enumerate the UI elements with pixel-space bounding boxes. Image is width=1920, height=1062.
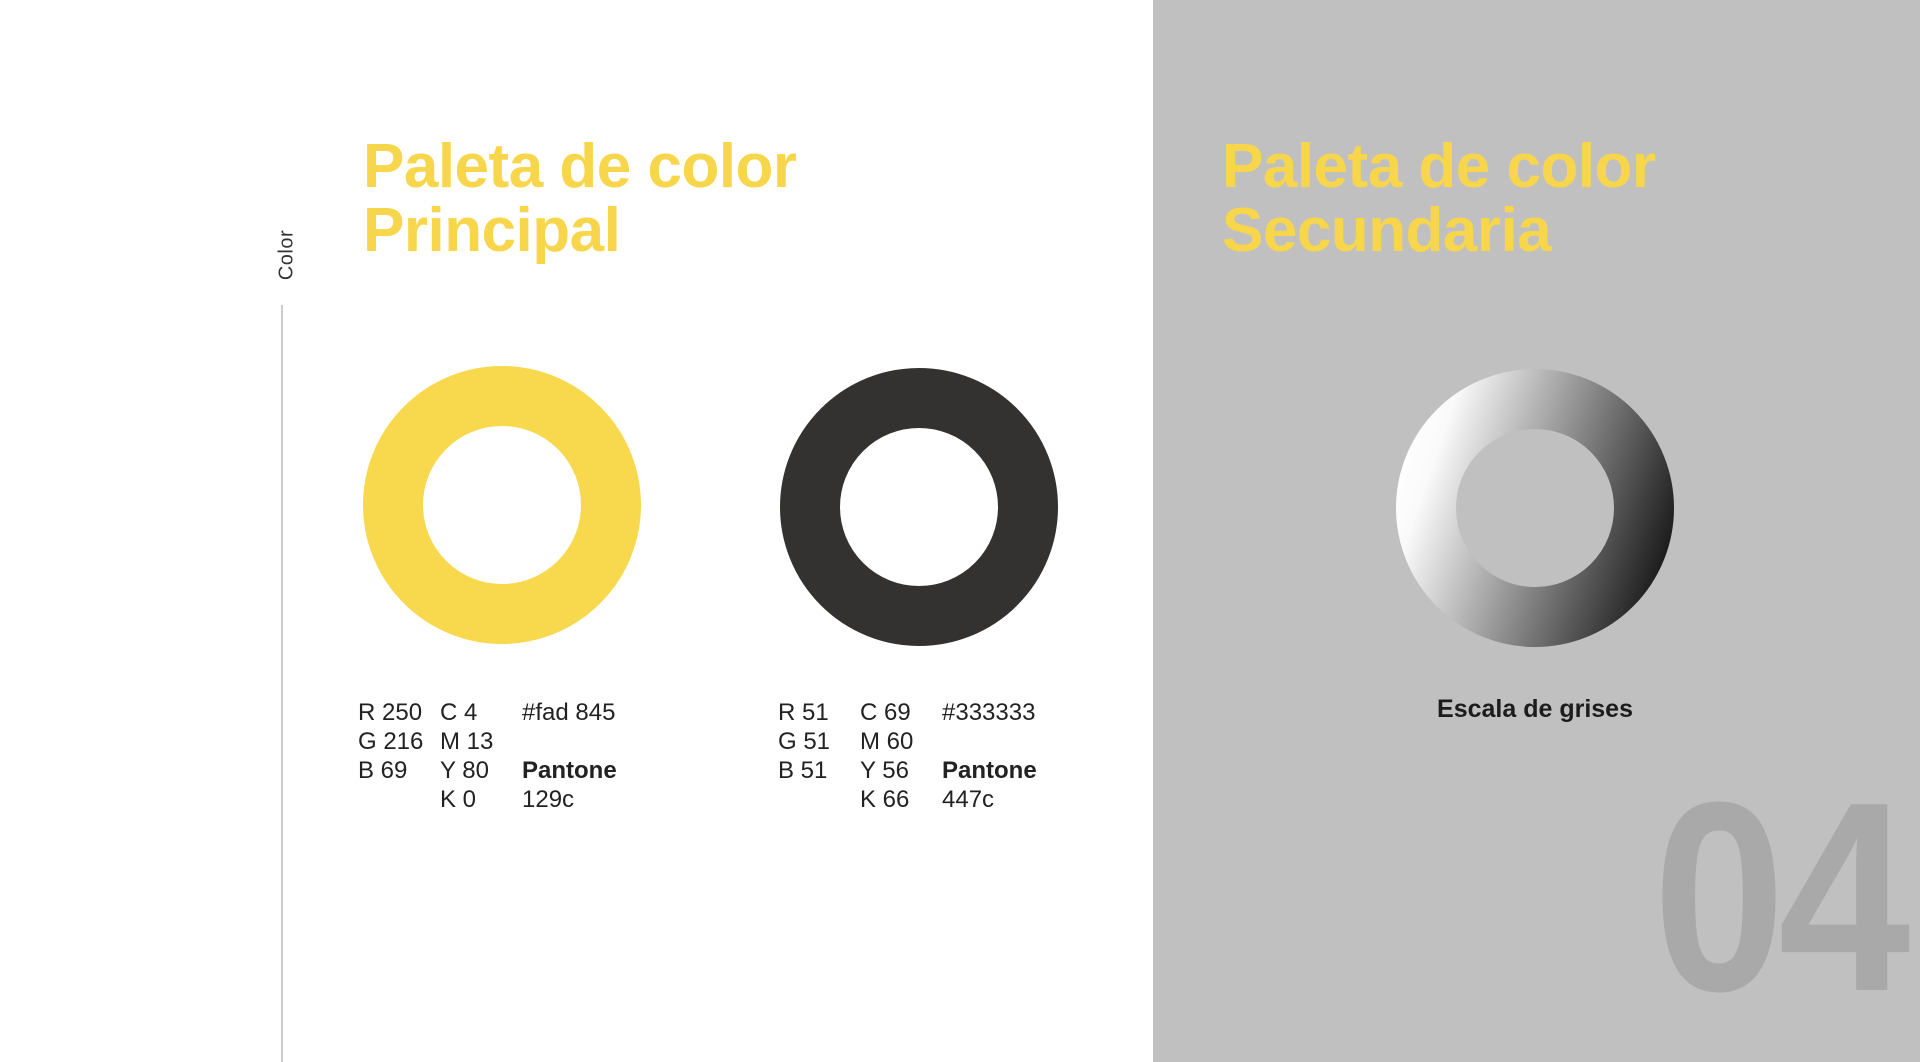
rgb-column: R 250 G 216 B 69 (358, 698, 440, 814)
rgb-g-value: G 216 (358, 728, 424, 755)
primary-palette-title-line1: Paleta de color (363, 132, 797, 201)
dark-color-swatch-ring (780, 368, 1058, 646)
cmyk-k-value: K 66 (860, 786, 910, 813)
grayscale-gradient-ring (1396, 369, 1674, 647)
secondary-palette-title-line2: Secundaria (1222, 196, 1552, 265)
pantone-code: 447c (942, 786, 995, 813)
hex-pantone-column: #333333 Pantone 447c (942, 698, 1112, 814)
pantone-label: Pantone (942, 757, 1037, 784)
cmyk-column: C 69 M 60 Y 56 K 66 (860, 698, 942, 814)
cmyk-c-value: C 4 (440, 699, 478, 726)
cmyk-y-value: Y 80 (440, 757, 489, 784)
secondary-palette-panel (1153, 0, 1920, 1062)
pantone-code: 129c (522, 786, 575, 813)
secondary-palette-title: Paleta de color Secundaria (1222, 135, 1656, 263)
yellow-swatch-specs: R 250 G 216 B 69 C 4 M 13 Y 80 K 0 #fad … (358, 698, 692, 814)
rgb-r-value: R 51 (778, 699, 829, 726)
hex-value: #333333 (942, 699, 1036, 726)
vertical-divider-line (281, 305, 283, 1062)
primary-palette-title-line2: Principal (363, 196, 621, 265)
rgb-column: R 51 G 51 B 51 (778, 698, 860, 814)
pantone-label: Pantone (522, 757, 617, 784)
grayscale-caption: Escala de grises (1437, 695, 1633, 723)
spacer (942, 727, 1112, 756)
cmyk-c-value: C 69 (860, 699, 911, 726)
dark-swatch-specs: R 51 G 51 B 51 C 69 M 60 Y 56 K 66 #3333… (778, 698, 1112, 814)
cmyk-m-value: M 13 (440, 728, 494, 755)
rgb-b-value: B 51 (778, 757, 828, 784)
hex-value: #fad 845 (522, 699, 616, 726)
primary-palette-title: Paleta de color Principal (363, 135, 797, 263)
page-number: 04 (1652, 747, 1910, 1048)
secondary-palette-title-line1: Paleta de color (1222, 132, 1656, 201)
yellow-color-swatch-ring (363, 366, 641, 644)
section-label-vertical: Color (275, 229, 298, 281)
cmyk-column: C 4 M 13 Y 80 K 0 (440, 698, 522, 814)
cmyk-k-value: K 0 (440, 786, 477, 813)
rgb-g-value: G 51 (778, 728, 831, 755)
rgb-b-value: B 69 (358, 757, 408, 784)
spacer (522, 727, 692, 756)
cmyk-m-value: M 60 (860, 728, 914, 755)
hex-pantone-column: #fad 845 Pantone 129c (522, 698, 692, 814)
cmyk-y-value: Y 56 (860, 757, 909, 784)
rgb-r-value: R 250 (358, 699, 423, 726)
